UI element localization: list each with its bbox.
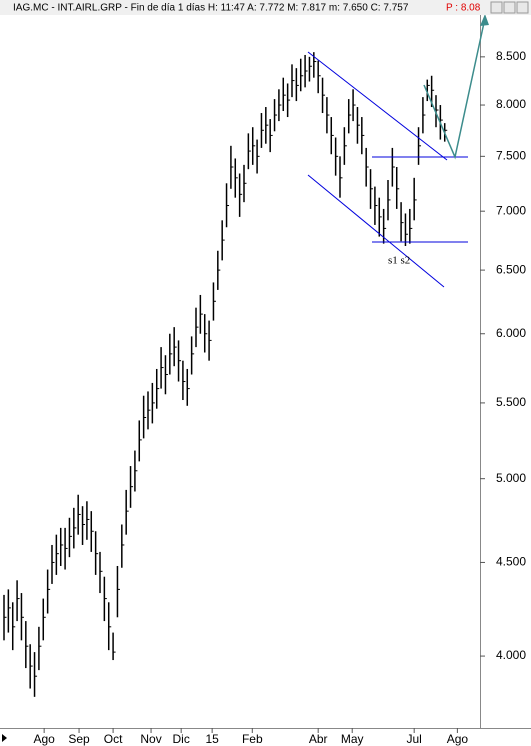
y-tick-label: 8.500 [496,49,526,63]
y-tick-label: 6.500 [496,262,526,276]
x-tick-label: Ago [447,732,469,746]
projection-arrow [423,17,486,160]
price-label: P : 8.08 [446,3,481,14]
header-title: IAG.MC - INT.AIRL.GRP - Fin de día 1 día… [13,3,409,14]
arrow-head [480,14,489,26]
x-tick-label: May [341,732,364,746]
x-tick-label: Feb [242,732,263,746]
x-tick-label: Dic [172,732,189,746]
scroll-arrow[interactable] [2,734,7,742]
x-tick-label: Sep [68,732,90,746]
trend-line-upper [307,51,448,161]
y-tick-label: 4.000 [496,648,526,662]
header-bar [0,0,531,15]
y-tick-label: 4.500 [496,555,526,569]
annotation: s1 s2 [388,255,410,267]
minimize-button[interactable] [490,1,503,14]
y-tick-label: 7.500 [496,149,526,163]
maximize-button[interactable] [503,1,516,14]
x-tick-label: Abr [309,732,328,746]
x-tick-label: 15 [205,732,219,746]
x-tick-label: Oct [104,732,123,746]
y-tick-label: 7.000 [496,203,526,217]
price-bars [3,52,448,697]
y-tick-label: 5.500 [496,395,526,409]
x-tick-label: Jul [407,732,422,746]
y-tick-label: 6.000 [496,326,526,340]
y-tick-label: 8.000 [496,97,526,111]
trend-line-lower [307,174,445,288]
y-tick-label: 5.000 [496,471,526,485]
x-tick-label: Ago [33,732,55,746]
x-tick-label: Nov [140,732,161,746]
close-button[interactable] [516,1,529,14]
